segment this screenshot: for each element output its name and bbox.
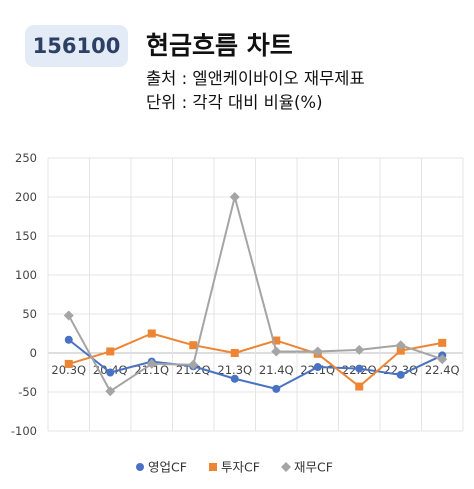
series-3 [63,192,448,397]
legend-item: 재무CF [281,460,333,475]
legend-item: 투자CF [209,460,260,475]
data-point [106,368,115,377]
y-tick-label: 200 [15,190,37,204]
stock-code-badge: 156100 [25,25,128,67]
y-tick-label: 100 [15,268,37,282]
legend-label: 영업CF [148,460,187,475]
chart-grid [47,157,464,432]
data-point [395,340,406,351]
data-point [64,335,73,344]
data-point [272,384,281,393]
series-line [68,332,443,388]
data-point [229,192,240,202]
data-point [63,310,74,321]
legend-marker [281,462,291,472]
data-point [106,347,115,356]
data-point [355,382,364,391]
chart-legend: 영업CF 투자CF 재무CF [136,460,333,475]
data-point [230,349,239,357]
data-point [437,354,448,365]
data-point [147,329,156,338]
legend-item: 영업CF [136,460,187,475]
x-tick-label: 20.3Q [51,363,86,377]
y-tick-label: 0 [30,346,37,360]
data-point [272,336,281,345]
y-tick-label: 150 [15,229,37,243]
legend-marker [136,463,144,471]
page-title: 현금흐름 차트 [146,31,293,60]
series-line [67,196,443,393]
y-tick-label: 250 [15,151,37,165]
series-lines [63,192,448,397]
data-point [188,359,199,370]
y-axis-ticks: 250 200 150 100 50 0 -50 -100 [11,151,37,438]
data-point [64,359,73,368]
data-point [230,374,239,383]
data-point [313,363,322,372]
legend-marker [209,463,217,471]
legend-label: 재무CF [294,460,333,475]
data-point [438,338,447,347]
x-tick-label: 21.4Q [259,363,294,377]
unit-text: 단위 : 각각 대비 비율(%) [146,93,323,112]
x-tick-label: 21.1Q [134,363,169,377]
data-point [189,341,198,350]
y-tick-label: -50 [18,385,37,399]
data-point [396,346,405,355]
data-point [146,358,157,369]
x-tick-label: 22.4Q [425,363,460,377]
y-tick-label: 50 [22,307,37,321]
legend-label: 투자CF [221,460,260,475]
series-line [68,338,443,390]
data-point [312,346,323,357]
data-point [354,344,365,355]
x-tick-label: 21.3Q [217,363,252,377]
data-point [105,386,116,397]
y-tick-label: -100 [11,424,37,438]
data-point [271,346,282,357]
source-text: 출처 : 엘앤케이바이오 재무제표 [146,69,365,88]
data-point [355,364,364,373]
data-point [396,370,405,379]
